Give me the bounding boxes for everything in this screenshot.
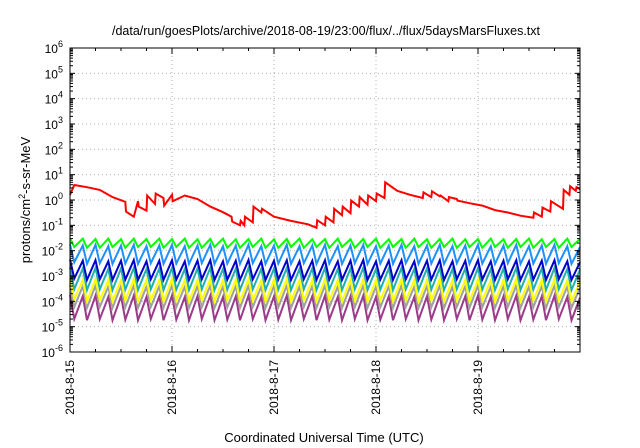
- y-tick-label: 10-4: [42, 292, 63, 309]
- series-line-1: [69, 180, 581, 230]
- y-tick-label-base: 10: [45, 118, 59, 132]
- y-tick-label-base: 10: [42, 219, 56, 233]
- y-tick-label: 10-6: [42, 343, 63, 360]
- y-tick-labels: 10-610-510-410-310-210-11001011021031041…: [42, 39, 63, 360]
- y-tick-label: 10-2: [42, 242, 63, 259]
- y-tick-label: 104: [45, 90, 63, 107]
- y-tick-label-exp: -4: [55, 292, 63, 302]
- x-tick-label: 2018-8-18: [369, 360, 383, 415]
- y-tick-label-exp: 0: [58, 191, 63, 201]
- y-tick-label: 105: [45, 64, 63, 81]
- x-axis-label: Coordinated Universal Time (UTC): [224, 430, 423, 445]
- y-axis-label-rest: -s-sr-MeV: [18, 136, 33, 193]
- y-tick-label-exp: 3: [58, 115, 63, 125]
- y-tick-label-exp: 4: [58, 90, 63, 100]
- y-tick-label: 103: [45, 115, 63, 132]
- series-line-5: [69, 264, 581, 294]
- x-tick-labels: 2018-8-15 2018-8-16 2018-8-17 2018-8-18 2018…: [63, 360, 485, 415]
- y-tick-label: 106: [45, 39, 63, 56]
- y-axis-label-sup: 2: [17, 194, 27, 199]
- x-tick-label: 2018-8-17: [267, 360, 281, 415]
- series-line-4: [69, 256, 581, 284]
- y-tick-label-base: 10: [45, 93, 59, 107]
- y-tick-label-base: 10: [42, 245, 56, 259]
- y-tick-label-base: 10: [42, 321, 56, 335]
- y-tick-label-exp: -3: [55, 267, 63, 277]
- axis-ticks: [69, 47, 580, 353]
- series-line-6: [69, 275, 581, 305]
- y-tick-label: 101: [45, 166, 63, 183]
- y-tick-label: 100: [45, 191, 63, 208]
- data-series: [69, 180, 581, 325]
- x-tick-label: 2018-8-16: [165, 360, 179, 415]
- y-tick-label: 102: [45, 140, 63, 157]
- y-tick-label: 10-1: [42, 216, 63, 233]
- y-tick-label-base: 10: [42, 295, 56, 309]
- y-tick-label-exp: -1: [55, 216, 63, 226]
- y-tick-label: 10-5: [42, 318, 63, 335]
- y-axis-label: protons/cm2-s-sr-MeV: [17, 136, 33, 263]
- y-tick-label-base: 10: [45, 143, 59, 157]
- y-tick-label-exp: 2: [58, 140, 63, 150]
- y-tick-label-base: 10: [42, 346, 56, 360]
- y-tick-label-base: 10: [45, 169, 59, 183]
- chart-title: /data/run/goesPlots/archive/2018-08-19/2…: [112, 24, 541, 38]
- y-tick-label-base: 10: [45, 194, 59, 208]
- x-tick-label: 2018-8-15: [63, 360, 77, 415]
- y-tick-label: 10-3: [42, 267, 63, 284]
- x-tick-label: 2018-8-19: [471, 360, 485, 415]
- series-line-7: [69, 281, 581, 312]
- series-line-3: [69, 241, 581, 268]
- series-line-2: [69, 236, 581, 250]
- y-tick-label-exp: 5: [58, 64, 63, 74]
- y-axis-label-base: protons/cm: [18, 199, 33, 263]
- y-tick-label-exp: -6: [55, 343, 63, 353]
- y-tick-label-base: 10: [42, 270, 56, 284]
- y-tick-label-exp: 6: [58, 39, 63, 49]
- y-tick-label-exp: -2: [55, 242, 63, 252]
- y-tick-label-base: 10: [45, 42, 59, 56]
- y-tick-label-exp: -5: [55, 318, 63, 328]
- y-tick-label-base: 10: [45, 67, 59, 81]
- y-tick-label-exp: 1: [58, 166, 63, 176]
- series-line-8: [69, 291, 581, 325]
